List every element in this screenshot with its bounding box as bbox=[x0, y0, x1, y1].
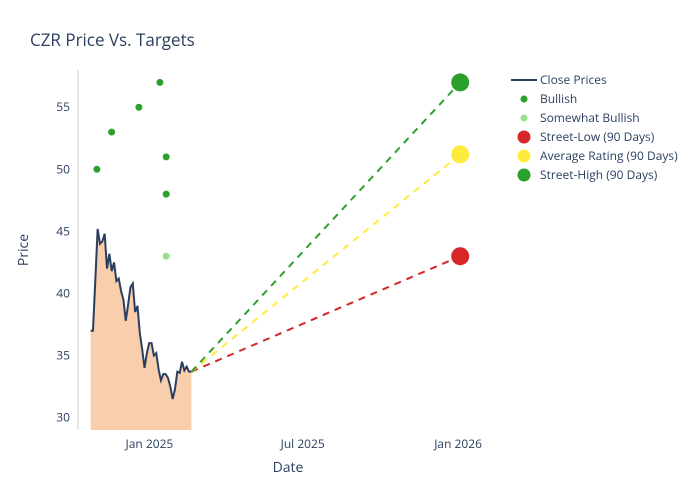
legend-label: Street-High (90 Days) bbox=[540, 166, 657, 183]
bullish-dot bbox=[93, 166, 100, 173]
legend-item-sbullish[interactable]: Somewhat Bullish bbox=[508, 108, 678, 127]
legend-label: Close Prices bbox=[540, 71, 607, 88]
x-axis-label: Date bbox=[273, 458, 304, 477]
legend-label: Somewhat Bullish bbox=[540, 109, 640, 126]
y-tick-label: 50 bbox=[56, 160, 70, 177]
y-tick-label: 55 bbox=[56, 98, 70, 115]
bullish-dot bbox=[163, 191, 170, 198]
y-tick-label: 35 bbox=[56, 347, 70, 364]
average-rating-line bbox=[191, 154, 460, 371]
bullish-dot bbox=[163, 153, 170, 160]
legend: Close Prices Bullish Somewhat Bullish Stree… bbox=[508, 70, 678, 184]
bullish-dot bbox=[108, 129, 115, 136]
legend-label: Bullish bbox=[540, 90, 577, 107]
y-tick-label: 45 bbox=[56, 222, 70, 239]
legend-item-shigh[interactable]: Street-High (90 Days) bbox=[508, 165, 678, 184]
y-axis-label: Price bbox=[14, 234, 33, 266]
x-tick-label: Jul 2025 bbox=[280, 435, 325, 452]
bullish-dot bbox=[156, 79, 163, 86]
street-low-line bbox=[191, 256, 460, 371]
street-high-marker bbox=[451, 73, 469, 91]
street-high-line bbox=[191, 82, 460, 371]
legend-label: Street-Low (90 Days) bbox=[540, 128, 654, 145]
somewhat-bullish-dot bbox=[163, 253, 170, 260]
legend-item-close[interactable]: Close Prices bbox=[508, 70, 678, 89]
average-rating-marker bbox=[451, 145, 469, 163]
bullish-dot bbox=[135, 104, 142, 111]
y-tick-label: 40 bbox=[56, 284, 70, 301]
y-tick-label: 30 bbox=[56, 409, 70, 426]
legend-item-slow[interactable]: Street-Low (90 Days) bbox=[508, 127, 678, 146]
x-tick-label: Jan 2025 bbox=[124, 435, 173, 452]
legend-item-avg[interactable]: Average Rating (90 Days) bbox=[508, 146, 678, 165]
legend-item-bullish[interactable]: Bullish bbox=[508, 89, 678, 108]
street-low-marker bbox=[451, 247, 469, 265]
legend-label: Average Rating (90 Days) bbox=[540, 147, 678, 164]
x-tick-label: Jan 2026 bbox=[433, 435, 482, 452]
